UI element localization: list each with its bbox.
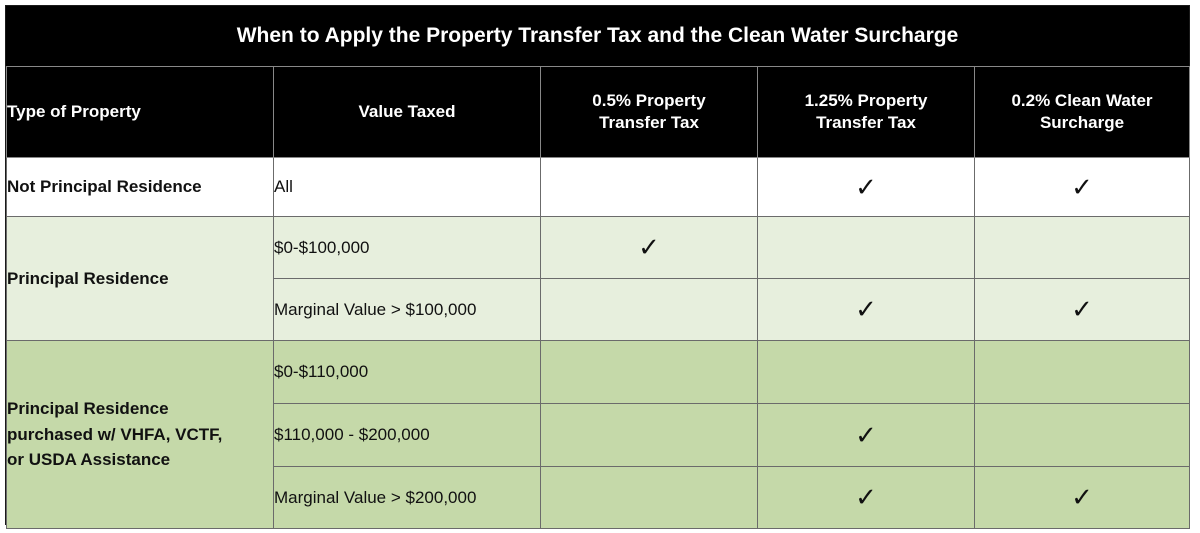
type-cell-not-principal: Not Principal Residence (6, 157, 274, 217)
header-clean-water: 0.2% Clean Water Surcharge (974, 66, 1190, 158)
header-clean-water-line1: 0.2% Clean Water (1011, 90, 1153, 110)
value-cell: Marginal Value > $100,000 (273, 278, 541, 341)
value-cell: $110,000 - $200,000 (273, 403, 541, 467)
value-cell: Marginal Value > $200,000 (273, 466, 541, 529)
tax-1-25-cell (757, 340, 975, 404)
table-title: When to Apply the Property Transfer Tax … (6, 6, 1189, 66)
header-type-of-property: Type of Property (6, 66, 274, 158)
clean-water-cell (974, 216, 1190, 279)
value-cell: $0-$110,000 (273, 340, 541, 404)
header-tax-0-5-line2: Transfer Tax (599, 113, 699, 132)
checkmark-icon: ✓ (1071, 294, 1093, 324)
clean-water-cell (974, 340, 1190, 404)
header-value-taxed: Value Taxed (273, 66, 541, 158)
header-tax-0-5: 0.5% Property Transfer Tax (540, 66, 758, 158)
clean-water-cell: ✓ (974, 278, 1190, 341)
checkmark-icon: ✓ (855, 482, 877, 512)
tax-0-5-cell (540, 157, 758, 217)
header-tax-0-5-line1: 0.5% Property (592, 90, 706, 110)
tax-1-25-cell: ✓ (757, 403, 975, 467)
type-cell-principal-assisted: Principal Residence purchased w/ VHFA, V… (6, 340, 274, 529)
checkmark-icon: ✓ (855, 419, 877, 450)
checkmark-icon: ✓ (638, 232, 660, 262)
header-row: Type of Property Value Taxed 0.5% Proper… (6, 66, 1190, 158)
type-label-line1: Principal Residence (7, 399, 169, 419)
tax-table: Type of Property Value Taxed 0.5% Proper… (6, 66, 1190, 529)
value-cell: $0-$100,000 (273, 216, 541, 279)
clean-water-cell (974, 403, 1190, 467)
tax-table-frame: When to Apply the Property Transfer Tax … (5, 5, 1190, 529)
header-clean-water-line2: Surcharge (1039, 113, 1125, 132)
tax-0-5-cell (540, 403, 758, 467)
checkmark-icon: ✓ (1071, 482, 1093, 512)
type-label: Not Principal Residence (7, 177, 202, 197)
header-tax-1-25: 1.25% Property Transfer Tax (757, 66, 975, 158)
tax-0-5-cell: ✓ (540, 216, 758, 279)
clean-water-cell: ✓ (974, 466, 1190, 529)
checkmark-icon: ✓ (855, 171, 877, 202)
clean-water-cell: ✓ (974, 157, 1190, 217)
tax-1-25-cell: ✓ (757, 278, 975, 341)
tax-1-25-cell: ✓ (757, 466, 975, 529)
tax-1-25-cell (757, 216, 975, 279)
table-row: Not Principal Residence All ✓ ✓ (6, 157, 1190, 217)
header-tax-1-25-line1: 1.25% Property (804, 90, 928, 110)
header-tax-1-25-line2: Transfer Tax (816, 113, 916, 132)
type-label: Principal Residence (7, 268, 169, 288)
value-cell: All (273, 157, 541, 217)
table-row: Marginal Value > $100,000 ✓ ✓ (6, 278, 1190, 341)
tax-0-5-cell (540, 278, 758, 341)
tax-0-5-cell (540, 340, 758, 404)
tax-0-5-cell (540, 466, 758, 529)
checkmark-icon: ✓ (1071, 171, 1093, 202)
tax-1-25-cell: ✓ (757, 157, 975, 217)
type-cell-principal: Principal Residence (6, 216, 274, 341)
table-row: Principal Residence purchased w/ VHFA, V… (6, 340, 1190, 529)
type-label-line2: purchased w/ VHFA, VCTF, (7, 424, 223, 444)
table-row: Principal Residence $0-$100,000 ✓ (6, 216, 1190, 341)
type-label-line3: or USDA Assistance (7, 450, 171, 470)
checkmark-icon: ✓ (855, 294, 877, 324)
